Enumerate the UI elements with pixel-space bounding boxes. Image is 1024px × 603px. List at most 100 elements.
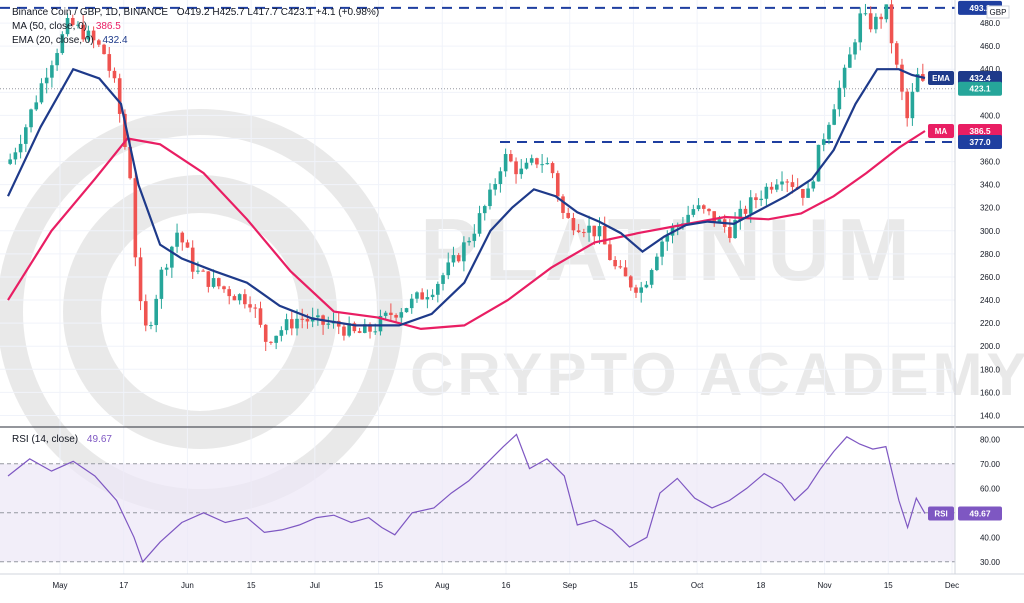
candle-body (472, 233, 477, 241)
candle-body (748, 197, 753, 214)
time-tick-label: Dec (945, 581, 959, 590)
candle-body (691, 209, 696, 215)
candle-body (806, 188, 810, 198)
candle-body (399, 312, 404, 318)
price-tick-label: 140.0 (980, 411, 1001, 420)
ma-label[interactable]: MA (50, close, 0) (12, 21, 88, 32)
candle-body (529, 158, 534, 163)
time-tick-label: 15 (629, 581, 638, 590)
candle-body (488, 189, 492, 207)
candle-body (97, 40, 101, 45)
candle-body (279, 330, 284, 336)
candle-body (696, 205, 701, 210)
candle-body (514, 161, 518, 175)
candle-body (164, 267, 169, 270)
candle-body (123, 113, 127, 147)
candle-body (524, 162, 529, 169)
price-tick-label: 460.0 (980, 42, 1001, 51)
candle-body (70, 18, 75, 25)
candle-body (143, 301, 148, 326)
watermark: PLATINUM CRYPTO ACADEMY (0, 109, 1024, 515)
candle-body (248, 304, 252, 308)
candle-body (154, 298, 158, 326)
candle-body (608, 244, 612, 260)
rsi-band (0, 463, 955, 563)
candle-body (289, 319, 294, 329)
candle-body (389, 312, 393, 316)
candle-body (394, 315, 398, 318)
candle-body (863, 13, 868, 15)
candle-body (269, 341, 273, 343)
rsi-tick-label: 40.00 (980, 533, 1001, 542)
candle-body (628, 276, 633, 288)
candle-body (571, 217, 576, 231)
candle-body (894, 43, 899, 65)
candle-body (868, 13, 873, 30)
candle-body (910, 91, 915, 119)
candle-body (232, 296, 237, 301)
time-tick-label: 17 (119, 581, 128, 590)
last-price-tag-bg (958, 81, 1002, 96)
candle-body (352, 323, 357, 332)
candle-body (44, 77, 49, 84)
price-tick-label: 160.0 (980, 388, 1001, 397)
rsi-tick-label: 70.00 (980, 460, 1001, 469)
candle-body (889, 4, 894, 44)
candle-body (482, 206, 487, 214)
candle-body (618, 266, 623, 268)
candle-body (368, 324, 372, 332)
candle-body (644, 284, 649, 288)
time-tick-label: Oct (691, 581, 704, 590)
ema-price-tag: 432.4 (969, 73, 991, 83)
rsi-side-tag-bg (928, 506, 954, 521)
symbol-title[interactable]: Binance Coin / GBP, 1D, BINANCE (12, 7, 168, 18)
ohlc-values: O419.2 H425.7 L417.7 C423.1 +4.1 (+0.98%… (176, 7, 380, 18)
candle-body (425, 297, 430, 300)
time-tick-label: Sep (563, 581, 578, 590)
candle-body (76, 24, 80, 26)
price-tick-label: 300.0 (980, 227, 1001, 236)
candle-body (357, 331, 362, 333)
candle-body (201, 270, 205, 272)
candle-body (441, 275, 445, 284)
candle-body (811, 181, 816, 189)
time-tick-label: 15 (374, 581, 383, 590)
candle-body (848, 54, 852, 68)
candle-body (587, 225, 591, 233)
candle-body (738, 208, 743, 221)
rsi-legend: RSI (14, close) 49.67 (12, 433, 112, 447)
candle-body (842, 67, 847, 88)
time-axis[interactable]: May 17 Jun 15 Jul 15 Aug 16 Sep 15 Oct 18 Nov 15 Dec (52, 581, 959, 590)
time-tick-label: Jul (310, 581, 320, 590)
time-tick-label: Nov (817, 581, 831, 590)
rsi-label[interactable]: RSI (14, close) (12, 434, 79, 445)
price-tick-label: 360.0 (980, 158, 1001, 167)
time-tick-label: 15 (884, 581, 893, 590)
currency-box (986, 5, 1010, 19)
candle-body (456, 255, 461, 262)
rsi-side-tag: RSI (934, 510, 947, 519)
candle-body (582, 232, 586, 234)
time-tick-label: Aug (435, 581, 449, 590)
rsi-line (7, 433, 926, 563)
price-tick-label: 180.0 (980, 365, 1001, 374)
ma-side-tag: MA (935, 127, 948, 136)
candle-body (785, 181, 790, 183)
candle-body (263, 324, 268, 342)
candle-body (284, 319, 289, 331)
candle-body (102, 44, 106, 55)
legend-symbol-row: Binance Coin / GBP, 1D, BINANCE O419.2 H… (12, 6, 379, 20)
candle-body (576, 230, 581, 233)
time-tick-label: 15 (247, 581, 256, 590)
candle-body (905, 91, 909, 119)
ma-value: 386.5 (95, 21, 121, 32)
ma-price-tag-bg (958, 123, 1002, 138)
candle-body (190, 247, 195, 272)
candle-body (623, 267, 628, 277)
ema-label[interactable]: EMA (20, close, 0) (12, 35, 94, 46)
candle-body (743, 208, 748, 214)
legend-ma-row: MA (50, close, 0) 386.5 (12, 20, 379, 34)
candle-body (34, 102, 39, 110)
candle-body (712, 211, 717, 223)
